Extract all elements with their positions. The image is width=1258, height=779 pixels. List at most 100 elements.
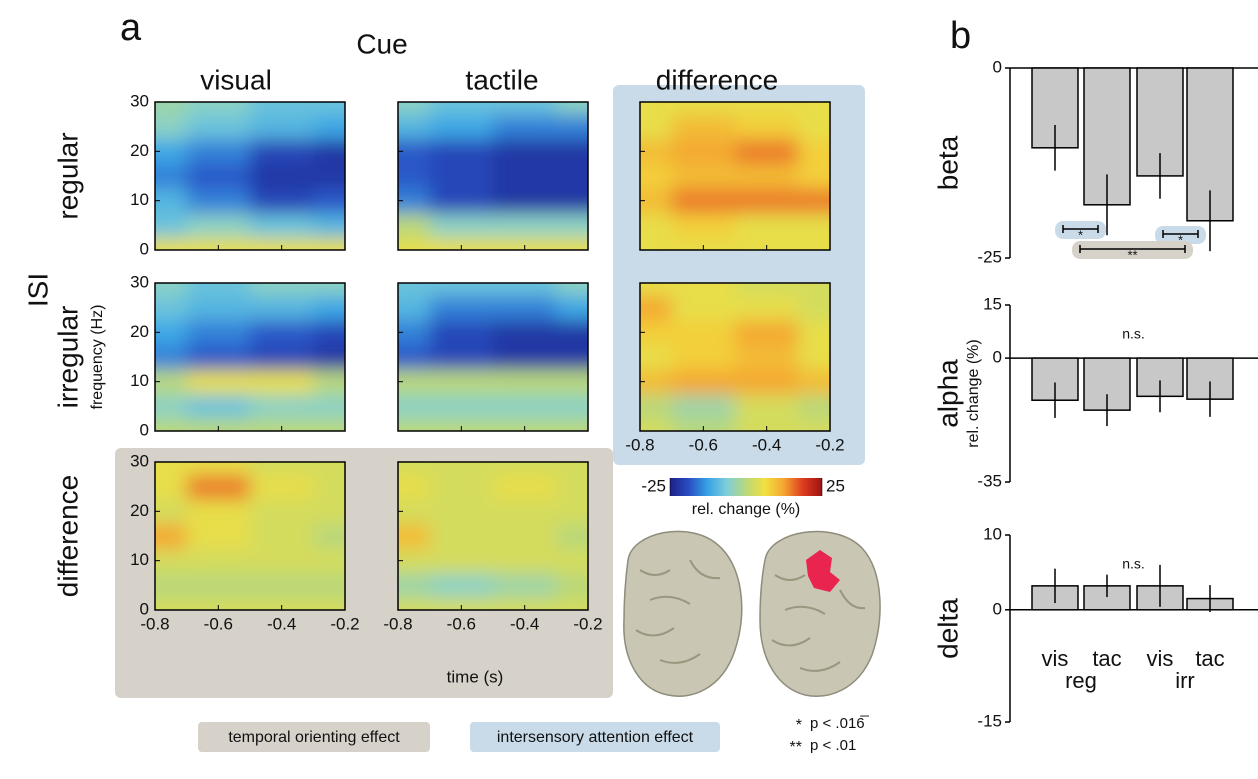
- heatmap-cell: [186, 237, 251, 250]
- legend-box: [470, 722, 720, 752]
- row-label: difference: [52, 475, 83, 597]
- heatmap-cell: [250, 295, 314, 321]
- x-tick-label: vis: [1147, 646, 1174, 671]
- y-tick-label: 0: [993, 599, 1002, 618]
- heatmap-cell: [398, 394, 431, 420]
- brain-gyri: [635, 559, 721, 664]
- heatmap-cell: [556, 573, 588, 599]
- heatmap-cell: [155, 102, 188, 115]
- heatmap-cell: [398, 573, 431, 599]
- heatmap-cell: [313, 369, 345, 395]
- heatmap-cell: [186, 597, 251, 610]
- bar: [1031, 357, 1079, 401]
- heatmap-cell: [493, 102, 557, 115]
- significance-background: [1072, 241, 1193, 259]
- heatmap-cell: [798, 188, 830, 214]
- heatmap-cell: [429, 163, 494, 189]
- heatmap-cell: [493, 523, 557, 549]
- heatmap-cell: [155, 548, 188, 574]
- heatmap-cell: [735, 102, 799, 115]
- heatmap-cell: [250, 344, 314, 370]
- heatmap-cell: [398, 320, 431, 346]
- y-tick-label: 10: [130, 190, 149, 209]
- heatmap-cell: [398, 213, 431, 239]
- heatmap-cell: [186, 523, 251, 549]
- heatmap-cell: [735, 418, 799, 431]
- heatmap-cells: [640, 102, 830, 250]
- annotation: n.s.: [1122, 326, 1145, 342]
- heatmap-cell: [735, 237, 799, 250]
- heatmap-cell: [429, 320, 494, 346]
- heatmap-cell: [640, 237, 673, 250]
- panel-name: beta: [932, 135, 963, 190]
- heatmap-cell: [429, 295, 494, 321]
- heatmap-cell: [640, 163, 673, 189]
- heatmap-cell: [313, 188, 345, 214]
- colorbar: [670, 478, 822, 496]
- heatmap-cell: [186, 418, 251, 431]
- y-tick-label: 0: [140, 420, 149, 439]
- heatmap-cell: [493, 139, 557, 165]
- heatmap-cell: [671, 213, 736, 239]
- heatmap-cell: [556, 114, 588, 140]
- heatmap-cell: [186, 394, 251, 420]
- heatmap-cell: [493, 320, 557, 346]
- heatmap-cell: [155, 295, 188, 321]
- y-tick-label: 20: [130, 322, 149, 341]
- heatmap-panel: [398, 462, 588, 610]
- y-tick-label: 10: [130, 371, 149, 390]
- heatmap-cell: [493, 418, 557, 431]
- heatmap-cell: [640, 320, 673, 346]
- heatmap-cell: [556, 474, 588, 500]
- heatmap-cell: [735, 369, 799, 395]
- heatmap-cell: [556, 213, 588, 239]
- heatmap-cell: [313, 114, 345, 140]
- heatmap-cell: [250, 499, 314, 525]
- heatmap-cell: [313, 462, 345, 475]
- heatmap-cell: [798, 394, 830, 420]
- heatmap-cell: [398, 139, 431, 165]
- heatmap-cell: [429, 283, 494, 296]
- heatmap-cell: [250, 462, 314, 475]
- heatmap-cell: [735, 394, 799, 420]
- heatmap-cell: [556, 188, 588, 214]
- heatmap-cell: [556, 523, 588, 549]
- panel-name: delta: [932, 598, 963, 659]
- heatmap-cell: [155, 188, 188, 214]
- heatmap-cell: [155, 163, 188, 189]
- heatmap-cell: [155, 139, 188, 165]
- heatmap-cell: [429, 548, 494, 574]
- heatmap-cell: [798, 102, 830, 115]
- y-tick-label: 20: [130, 501, 149, 520]
- heatmap-cell: [250, 548, 314, 574]
- heatmap-cell: [493, 462, 557, 475]
- y-tick-label: 0: [140, 599, 149, 618]
- x-tick-label: -0.8: [625, 435, 654, 454]
- heatmap-cell: [640, 369, 673, 395]
- heatmap-cell: [493, 548, 557, 574]
- heatmap-cell: [250, 369, 314, 395]
- y-tick-label: 15: [983, 294, 1002, 313]
- heatmap-cell: [155, 369, 188, 395]
- heatmap-cell: [798, 320, 830, 346]
- heatmap-cell: [798, 139, 830, 165]
- colorbar-label: rel. change (%): [692, 501, 801, 518]
- heatmap-cell: [398, 462, 431, 475]
- heatmap-cell: [798, 237, 830, 250]
- heatmap-cell: [735, 139, 799, 165]
- heatmap-cell: [671, 344, 736, 370]
- significance-background: [1055, 221, 1106, 239]
- column-label: difference: [656, 64, 778, 95]
- cue-title: Cue: [356, 28, 407, 59]
- heatmap-cell: [398, 369, 431, 395]
- heatmap-cell: [671, 102, 736, 115]
- heatmap-cell: [250, 237, 314, 250]
- heatmap-cell: [429, 573, 494, 599]
- heatmap-cell: [556, 597, 588, 610]
- heatmap-cell: [429, 213, 494, 239]
- panel-frame: [639, 282, 831, 432]
- x-tick-label: vis: [1042, 646, 1069, 671]
- heatmap-cell: [556, 283, 588, 296]
- x-tick-label: -0.6: [689, 435, 718, 454]
- heatmap-cell: [798, 369, 830, 395]
